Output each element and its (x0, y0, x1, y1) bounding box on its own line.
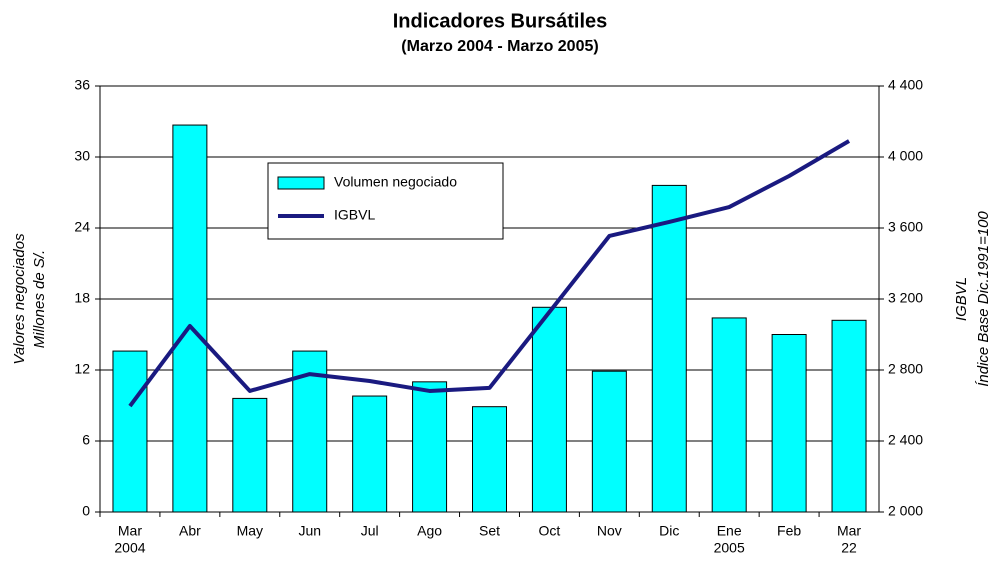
x-tick-label: Abr (179, 523, 201, 539)
bar (172, 124, 208, 513)
bar (591, 370, 627, 513)
x-tick-label: May (237, 523, 263, 539)
y2-tick-label: 3 200 (888, 290, 923, 306)
bar (472, 406, 507, 513)
y2-tick-label: 2 800 (888, 361, 923, 377)
bar (232, 397, 268, 513)
bar (112, 350, 148, 513)
legend-label: Volumen negociado (334, 174, 457, 190)
y-tick-label: 30 (74, 148, 90, 164)
legend-label: IGBVL (334, 207, 375, 223)
bar (831, 319, 867, 513)
y-axis-title: Millones de S/. (31, 250, 48, 348)
x-tick-label: Mar (837, 523, 861, 539)
x-tick-sublabel: 2004 (114, 540, 145, 556)
y2-tick-label: 4 400 (888, 77, 923, 93)
x-tick-label: Dic (659, 523, 679, 539)
y2-axis-title: IGBVL (953, 277, 970, 321)
y2-tick-label: 2 000 (888, 503, 923, 519)
bar (771, 334, 807, 513)
x-tick-label: Ago (417, 523, 442, 539)
x-tick-label: Feb (777, 523, 801, 539)
legend-box (267, 162, 504, 240)
bar (531, 306, 567, 513)
bar (352, 395, 388, 513)
x-tick-label: Set (479, 523, 500, 539)
x-tick-label: Mar (118, 523, 142, 539)
y-tick-label: 6 (82, 432, 90, 448)
y-axis-title: Valores negociados (11, 233, 28, 365)
x-tick-label: Ene (717, 523, 742, 539)
line (128, 139, 851, 408)
y-tick-label: 12 (74, 361, 90, 377)
legend-swatch (277, 176, 325, 190)
y2-tick-label: 4 000 (888, 148, 923, 164)
y-tick-label: 36 (74, 77, 90, 93)
x-tick-sublabel: 2005 (714, 540, 745, 556)
bar (412, 381, 448, 513)
y-tick-label: 24 (74, 219, 90, 235)
bar (711, 317, 747, 513)
y2-axis-title: Índice Base Dic.1991=100 (975, 211, 992, 387)
chart-subtitle: (Marzo 2004 - Marzo 2005) (401, 38, 598, 55)
y-tick-label: 0 (82, 503, 90, 519)
y2-tick-label: 3 600 (888, 219, 923, 235)
x-tick-label: Jul (361, 523, 379, 539)
x-tick-label: Jun (298, 523, 321, 539)
y-tick-label: 18 (74, 290, 90, 306)
y2-tick-label: 2 400 (888, 432, 923, 448)
bar (651, 184, 687, 513)
x-tick-label: Oct (539, 523, 561, 539)
chart-title: Indicadores Bursátiles (393, 10, 608, 32)
x-tick-label: Nov (597, 523, 622, 539)
x-tick-sublabel: 22 (841, 540, 857, 556)
